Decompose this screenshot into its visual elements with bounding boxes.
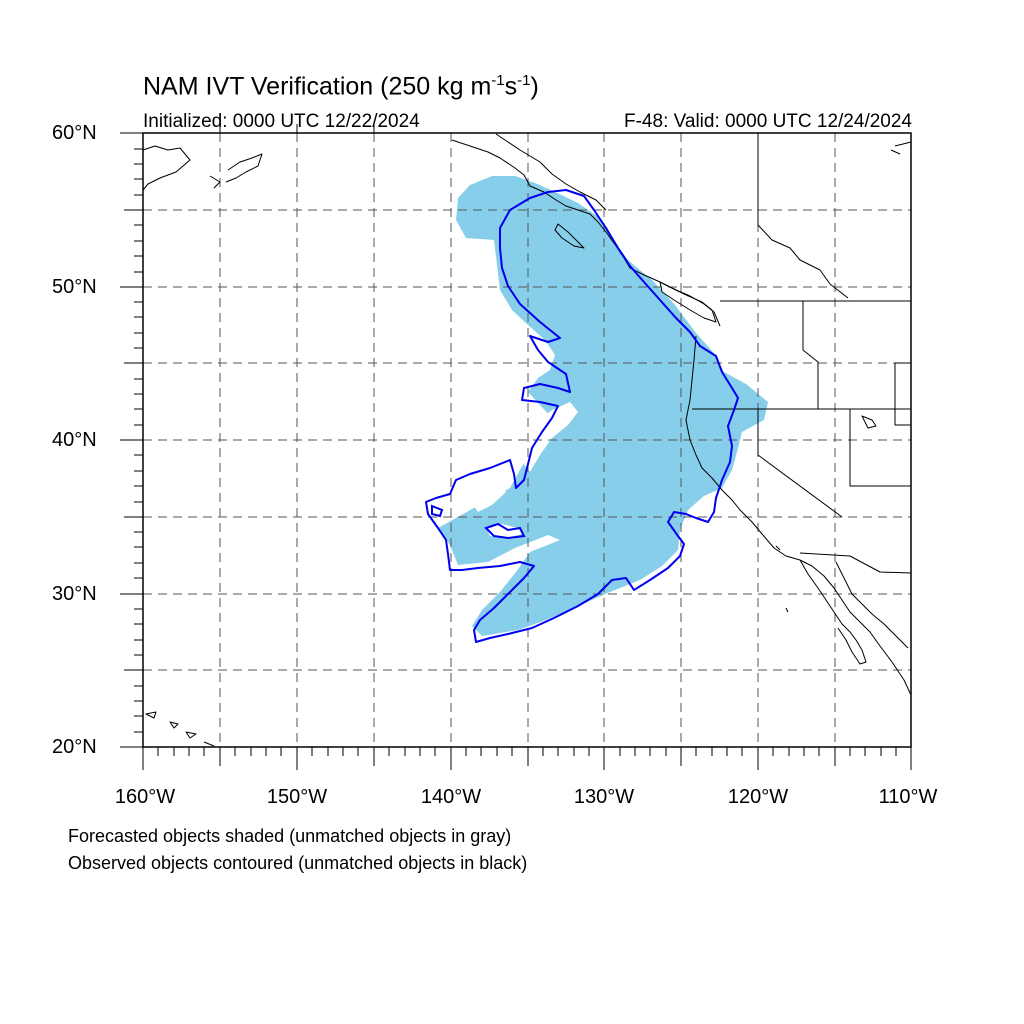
lat-label-20n: 20°N bbox=[52, 736, 97, 758]
lat-label-40n: 40°N bbox=[52, 429, 97, 451]
initialized-time: Initialized: 0000 UTC 12/22/2024 bbox=[143, 111, 420, 132]
axis-ticks bbox=[120, 124, 912, 770]
forecast-hole bbox=[470, 482, 506, 512]
lon-label-160w: 160°W bbox=[114, 786, 176, 808]
forecast-hole bbox=[522, 402, 578, 472]
lon-label-150w: 150°W bbox=[266, 786, 328, 808]
footer-observed-note: Observed objects contoured (unmatched ob… bbox=[68, 853, 528, 873]
valid-time: F-48: Valid: 0000 UTC 12/24/2024 bbox=[624, 111, 912, 132]
lon-label-110w: 110°W bbox=[878, 786, 938, 808]
lat-label-60n: 60°N bbox=[52, 122, 97, 144]
map-title: NAM IVT Verification (250 kg m-1s-1) bbox=[143, 72, 539, 101]
lon-label-130w: 130°W bbox=[573, 786, 635, 808]
coastlines bbox=[142, 133, 912, 747]
lon-label-140w: 140°W bbox=[420, 786, 482, 808]
lat-label-30n: 30°N bbox=[52, 583, 97, 605]
forecast-object bbox=[438, 176, 768, 636]
observed-object-contour-small bbox=[484, 522, 526, 540]
observed-object-contour bbox=[425, 189, 739, 643]
lat-label-50n: 50°N bbox=[52, 276, 97, 298]
lon-label-120w: 120°W bbox=[727, 786, 789, 808]
lat-lon-grid bbox=[143, 133, 911, 747]
forecast-hole bbox=[486, 524, 522, 538]
observed-object-contour-small bbox=[431, 504, 444, 518]
footer-forecast-note: Forecasted objects shaded (unmatched obj… bbox=[68, 826, 512, 846]
